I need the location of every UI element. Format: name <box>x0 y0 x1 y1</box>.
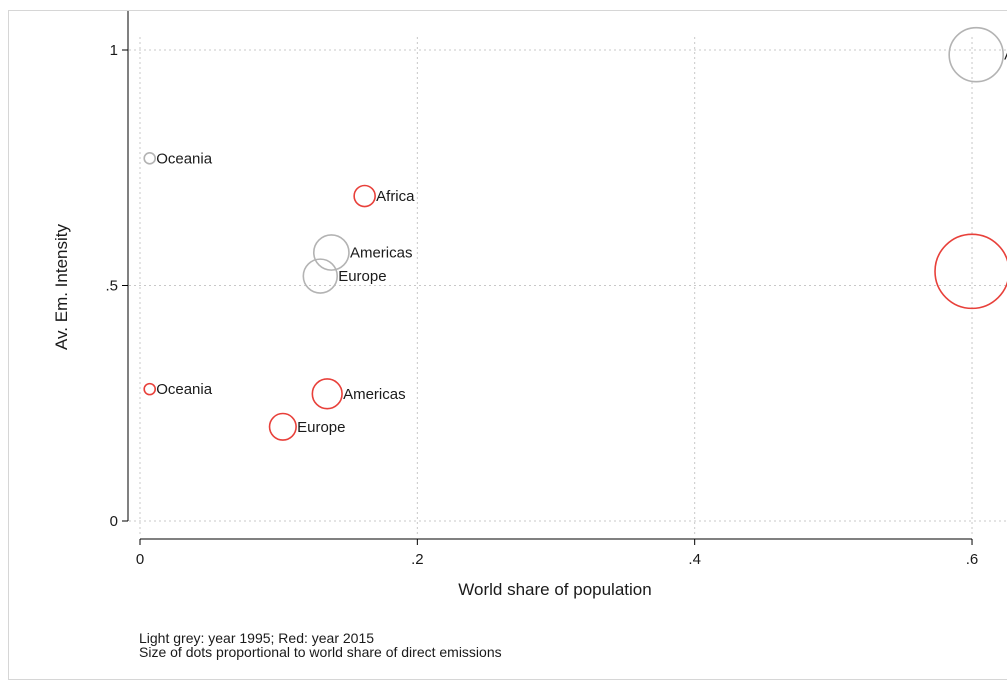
bubble-europe-1995 <box>302 258 339 294</box>
point-label-americas-2015: Americas <box>343 386 406 403</box>
axes: 0.511.520.2.4.6 <box>105 11 979 568</box>
y-tick-label: 0 <box>110 513 118 530</box>
point-label-europe-1995: Europe <box>338 268 386 285</box>
chart-frame: 0.511.520.2.4.6 AfricaOceaniaAmericasEur… <box>8 10 1007 680</box>
bubble-oceania-1995 <box>143 152 157 165</box>
bubble-asia-1995 <box>948 26 1004 83</box>
point-label-americas-1995: Americas <box>350 245 413 262</box>
point-label-oceania-2015: Oceania <box>156 381 213 398</box>
x-tick-label: 0 <box>136 551 144 568</box>
bubble-oceania-2015 <box>143 382 157 396</box>
point-label-europe-2015: Europe <box>297 419 345 436</box>
scatter-chart: 0.511.520.2.4.6 AfricaOceaniaAmericasEur… <box>52 11 1007 599</box>
x-tick-label: .4 <box>688 551 701 568</box>
point-label-oceania-1995: Oceania <box>156 150 213 167</box>
bubble-asia-2015 <box>934 233 1007 310</box>
x-axis-title: World share of population <box>458 580 651 599</box>
y-tick-label: 1 <box>110 42 118 59</box>
bubble-americas-2015 <box>311 378 343 410</box>
point-label-asia-1995: Asia <box>1004 47 1007 64</box>
y-axis-title: Av. Em. Intensity <box>52 224 71 350</box>
bubble-europe-2015 <box>268 412 297 441</box>
point-label-africa-2015: Africa <box>376 188 415 205</box>
data-points: AfricaOceaniaAmericasEuropeAsiaAfricaOce… <box>143 26 1007 441</box>
y-tick-label: .5 <box>105 278 118 295</box>
x-tick-label: .6 <box>966 551 979 568</box>
x-tick-label: .2 <box>411 551 424 568</box>
note-colors: Light grey: year 1995; Red: year 2015 <box>139 630 375 646</box>
note-sizes: Size of dots proportional to world share… <box>139 644 502 660</box>
bubble-americas-1995 <box>312 234 350 271</box>
chart-notes: Light grey: year 1995; Red: year 2015 Si… <box>139 631 502 659</box>
grid <box>129 37 1007 535</box>
bubble-africa-2015 <box>353 184 376 208</box>
